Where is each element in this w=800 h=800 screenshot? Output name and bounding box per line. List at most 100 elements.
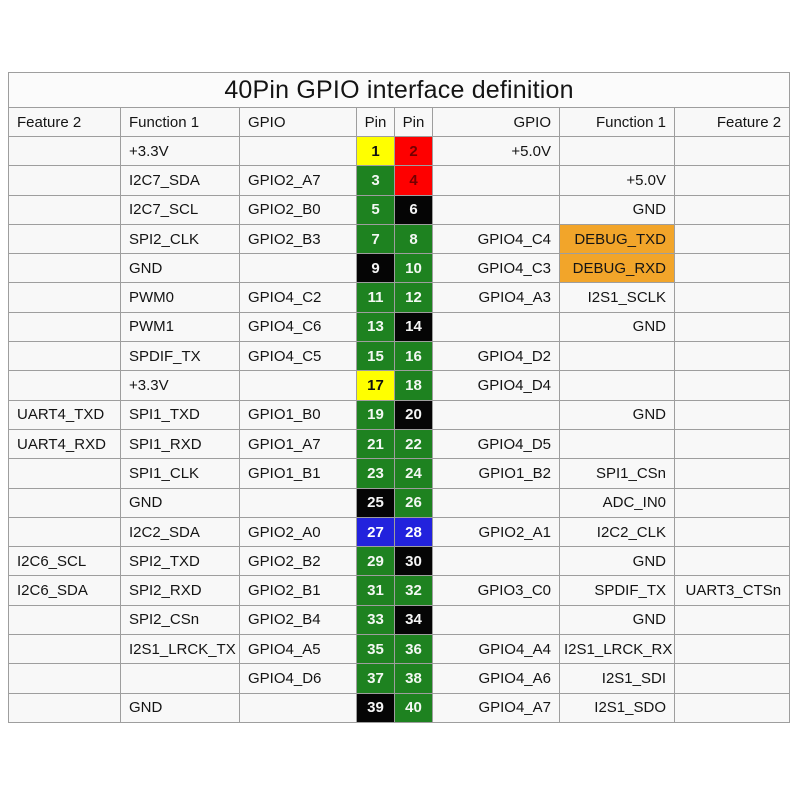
cell-function1-right: SPDIF_TX <box>559 575 675 606</box>
cell-gpio-left: GPIO4_C6 <box>239 311 357 343</box>
cell-feature2-left <box>8 135 121 167</box>
cell-pin-right: 4 <box>394 165 433 196</box>
cell-function1-left <box>120 663 240 694</box>
cell-pin-right: 18 <box>394 370 433 401</box>
cell-pin-left: 23 <box>356 458 395 489</box>
pin-row: GND 25 26 ADC_IN0 <box>8 487 791 518</box>
cell-function1-left: GND <box>120 692 240 723</box>
cell-function1-right: GND <box>559 311 675 343</box>
cell-pin-right: 16 <box>394 341 433 372</box>
table-title: 40Pin GPIO interface definition <box>7 72 791 108</box>
cell-pin-right: 40 <box>394 692 433 723</box>
cell-feature2-left <box>8 165 121 196</box>
cell-gpio-right: GPIO4_C3 <box>432 253 560 284</box>
pin-row: SPI2_CLK GPIO2_B3 7 8 GPIO4_C4 DEBUG_TXD <box>8 223 791 255</box>
cell-pin-left: 17 <box>356 370 395 401</box>
cell-function1-right: +5.0V <box>559 165 675 196</box>
cell-feature2-left: I2C6_SCL <box>8 546 121 577</box>
pin-row: GND 39 40 GPIO4_A7 I2S1_SDO <box>8 692 791 723</box>
cell-pin-left: 9 <box>356 253 395 284</box>
cell-feature2-left <box>8 458 121 489</box>
column-header-function1-left: Function 1 <box>120 107 240 137</box>
cell-feature2-left <box>8 370 121 401</box>
cell-function1-right: SPI1_CSn <box>559 458 675 489</box>
cell-gpio-right: GPIO4_A3 <box>432 282 560 313</box>
pin-row: UART4_TXD SPI1_TXD GPIO1_B0 19 20 GND <box>8 399 791 430</box>
cell-gpio-left: GPIO2_B2 <box>239 546 357 577</box>
cell-pin-right: 6 <box>394 194 433 225</box>
cell-pin-left: 39 <box>356 692 395 723</box>
cell-function1-left: SPI2_CLK <box>120 223 240 255</box>
cell-function1-right: GND <box>559 546 675 577</box>
cell-feature2-left <box>8 692 121 723</box>
cell-feature2-right <box>673 282 791 313</box>
cell-feature2-right <box>673 399 791 430</box>
cell-gpio-left: GPIO1_B1 <box>239 458 357 489</box>
cell-function1-left: I2C7_SDA <box>120 165 240 196</box>
pin-row: SPDIF_TX GPIO4_C5 15 16 GPIO4_D2 <box>8 341 791 372</box>
cell-gpio-right: GPIO4_D5 <box>432 428 560 460</box>
cell-pin-right: 28 <box>394 516 433 548</box>
pin-row: UART4_RXD SPI1_RXD GPIO1_A7 21 22 GPIO4_D5 <box>8 428 791 460</box>
cell-gpio-right <box>432 194 560 225</box>
cell-gpio-left <box>239 135 357 167</box>
cell-feature2-right <box>673 135 791 167</box>
cell-gpio-left: GPIO2_B3 <box>239 223 357 255</box>
cell-feature2-right <box>673 311 791 343</box>
cell-function1-right: ADC_IN0 <box>559 487 675 518</box>
cell-feature2-right: UART3_CTSn <box>673 575 791 606</box>
pin-row: SPI1_CLK GPIO1_B1 23 24 GPIO1_B2 SPI1_CSn <box>8 458 791 489</box>
cell-function1-right <box>559 428 675 460</box>
cell-function1-left: I2C2_SDA <box>120 516 240 548</box>
cell-feature2-right <box>673 604 791 636</box>
cell-gpio-left: GPIO4_D6 <box>239 663 357 694</box>
cell-gpio-right: GPIO4_C4 <box>432 223 560 255</box>
column-header-pin-right: Pin <box>394 107 433 137</box>
pin-table-body: +3.3V 1 2 +5.0V I2C7_SDA GPIO2_A7 3 4 +5.0V I2C7_… <box>8 135 791 723</box>
cell-gpio-right: GPIO3_C0 <box>432 575 560 606</box>
cell-pin-left: 5 <box>356 194 395 225</box>
cell-gpio-left: GPIO4_A5 <box>239 634 357 665</box>
cell-pin-left: 33 <box>356 604 395 636</box>
cell-pin-right: 2 <box>394 135 433 167</box>
cell-feature2-left <box>8 487 121 518</box>
cell-feature2-right <box>673 516 791 548</box>
cell-feature2-left: UART4_RXD <box>8 428 121 460</box>
cell-function1-right: GND <box>559 194 675 225</box>
cell-feature2-right <box>673 487 791 518</box>
cell-gpio-right: GPIO4_A4 <box>432 634 560 665</box>
cell-pin-right: 38 <box>394 663 433 694</box>
cell-gpio-right: GPIO4_A7 <box>432 692 560 723</box>
cell-function1-left: PWM0 <box>120 282 240 313</box>
cell-function1-right: I2S1_SCLK <box>559 282 675 313</box>
cell-function1-right: DEBUG_TXD <box>559 223 675 255</box>
cell-feature2-right <box>673 546 791 577</box>
cell-function1-right <box>559 370 675 401</box>
cell-pin-right: 30 <box>394 546 433 577</box>
cell-pin-right: 22 <box>394 428 433 460</box>
cell-pin-left: 37 <box>356 663 395 694</box>
cell-gpio-left: GPIO2_B0 <box>239 194 357 225</box>
pin-row: PWM1 GPIO4_C6 13 14 GND <box>8 311 791 343</box>
cell-gpio-left: GPIO2_A7 <box>239 165 357 196</box>
pin-row: +3.3V 17 18 GPIO4_D4 <box>8 370 791 401</box>
cell-feature2-right <box>673 428 791 460</box>
cell-pin-left: 31 <box>356 575 395 606</box>
cell-feature2-left <box>8 634 121 665</box>
cell-feature2-right <box>673 223 791 255</box>
cell-function1-right <box>559 135 675 167</box>
column-header-feature2-left: Feature 2 <box>8 107 121 137</box>
cell-function1-left: SPI1_CLK <box>120 458 240 489</box>
cell-function1-left: GND <box>120 487 240 518</box>
cell-function1-left: SPI1_RXD <box>120 428 240 460</box>
cell-feature2-left: I2C6_SDA <box>8 575 121 606</box>
cell-function1-left: SPI2_RXD <box>120 575 240 606</box>
cell-function1-right: I2S1_SDI <box>559 663 675 694</box>
cell-function1-left: I2C7_SCL <box>120 194 240 225</box>
cell-gpio-right <box>432 165 560 196</box>
cell-gpio-left: GPIO2_B1 <box>239 575 357 606</box>
cell-pin-left: 27 <box>356 516 395 548</box>
cell-pin-right: 34 <box>394 604 433 636</box>
cell-pin-left: 35 <box>356 634 395 665</box>
cell-gpio-right: GPIO4_D4 <box>432 370 560 401</box>
